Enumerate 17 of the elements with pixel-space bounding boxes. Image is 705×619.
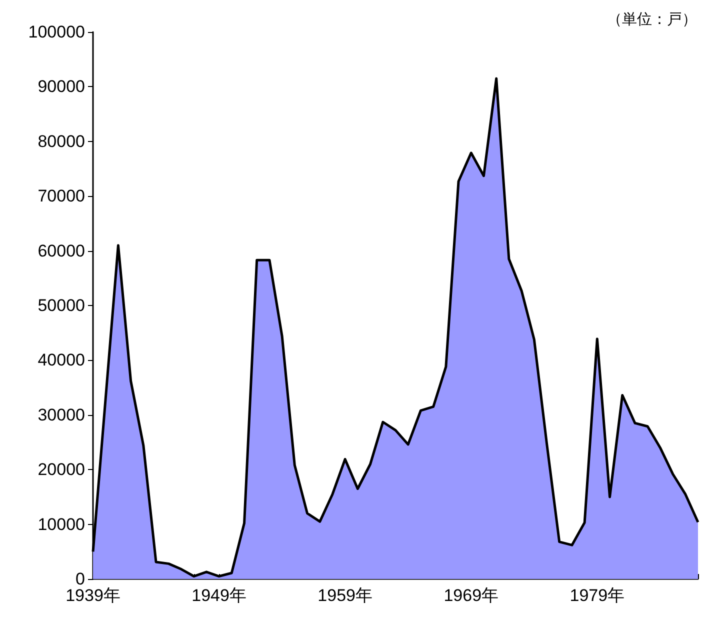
text: （単位：戸） — [607, 11, 697, 28]
x-tick-label: 1949年 — [192, 586, 246, 605]
y-tick-label: 80000 — [38, 132, 85, 151]
x-tick-label: 1979年 — [570, 586, 625, 605]
y-tick-label: 50000 — [38, 296, 85, 315]
x-tick-label: 1959年 — [318, 586, 372, 605]
y-tick-label: 20000 — [38, 460, 85, 480]
y-tick-label: 10000 — [38, 514, 85, 534]
y-tick-label: 100000 — [28, 22, 85, 42]
y-tick-label: 90000 — [38, 77, 85, 96]
y-tick-label: 70000 — [38, 186, 85, 206]
y-tick-label: 0 — [76, 570, 85, 588]
x-tick-label: 1969年 — [444, 586, 499, 605]
y-tick-label: 30000 — [38, 405, 85, 424]
y-tick-label: 60000 — [38, 241, 85, 260]
y-tick-label: 40000 — [38, 350, 85, 370]
x-tick-label: 1939年 — [66, 586, 120, 605]
